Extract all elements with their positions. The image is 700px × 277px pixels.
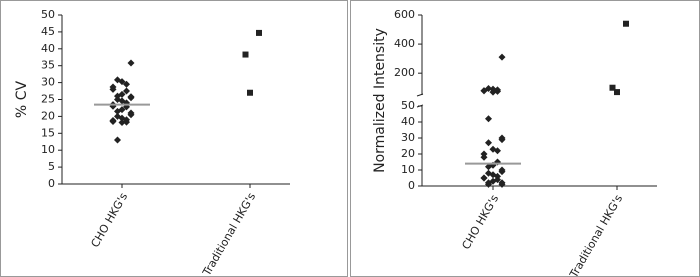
data-point	[623, 20, 629, 27]
data-point	[485, 163, 492, 171]
data-point	[109, 85, 117, 93]
data-point	[480, 174, 488, 182]
y-tick-label: 600	[394, 8, 415, 21]
x-tick-label: CHO HKG's	[460, 192, 502, 251]
y-tick-label: 10	[401, 163, 415, 176]
data-point	[498, 180, 506, 188]
x-tick-label: Traditional HKG's	[200, 190, 259, 277]
data-point	[247, 89, 253, 96]
data-point	[123, 87, 130, 95]
y-axis-label: Normalized Intensity	[372, 28, 388, 173]
y-tick-label: 200	[394, 66, 415, 79]
y-tick-label: 20	[401, 147, 415, 160]
y-tick-label: 45	[41, 25, 55, 38]
y-tick-label: 10	[41, 143, 55, 156]
y-tick-label: 15	[41, 126, 55, 139]
data-point	[480, 153, 488, 161]
data-point	[127, 111, 135, 119]
data-point	[609, 84, 616, 91]
data-point	[498, 136, 506, 144]
y-tick-label: 0	[48, 177, 55, 190]
data-point	[118, 118, 126, 126]
y-tick-label: 20	[41, 109, 55, 122]
y-axis-label: % CV	[14, 81, 30, 119]
data-point	[123, 118, 130, 126]
axis-break	[416, 93, 424, 97]
y-tick-label: 40	[401, 115, 415, 128]
data-point	[480, 87, 488, 95]
data-point	[485, 115, 492, 123]
y-tick-label: 30	[41, 76, 55, 89]
y-tick-label: 50	[401, 99, 415, 112]
y-tick-label: 40	[41, 42, 55, 55]
data-point	[242, 51, 249, 58]
y-tick-label: 30	[401, 131, 415, 144]
y-tick-label: 35	[41, 59, 55, 72]
data-point	[485, 139, 492, 147]
data-point	[109, 117, 117, 125]
data-point	[256, 29, 262, 36]
y-tick-label: 0	[408, 179, 415, 192]
x-tick-label: CHO HKG's	[89, 190, 131, 249]
x-tick-label: Traditional HKG's	[567, 192, 626, 277]
y-tick-label: 50	[41, 8, 55, 21]
y-tick-label: 25	[41, 93, 55, 106]
data-point	[498, 168, 506, 176]
data-point	[123, 80, 130, 88]
data-point	[498, 53, 506, 61]
data-point	[614, 89, 620, 96]
data-point	[127, 59, 135, 67]
data-point	[127, 94, 135, 102]
data-point	[494, 87, 501, 95]
y-tick-label: 5	[48, 160, 55, 173]
data-point	[494, 147, 501, 155]
y-tick-label: 400	[394, 37, 415, 50]
data-point	[118, 78, 126, 86]
data-point	[114, 107, 121, 115]
data-point	[114, 136, 121, 144]
data-point	[489, 88, 497, 96]
data-point	[485, 180, 492, 188]
